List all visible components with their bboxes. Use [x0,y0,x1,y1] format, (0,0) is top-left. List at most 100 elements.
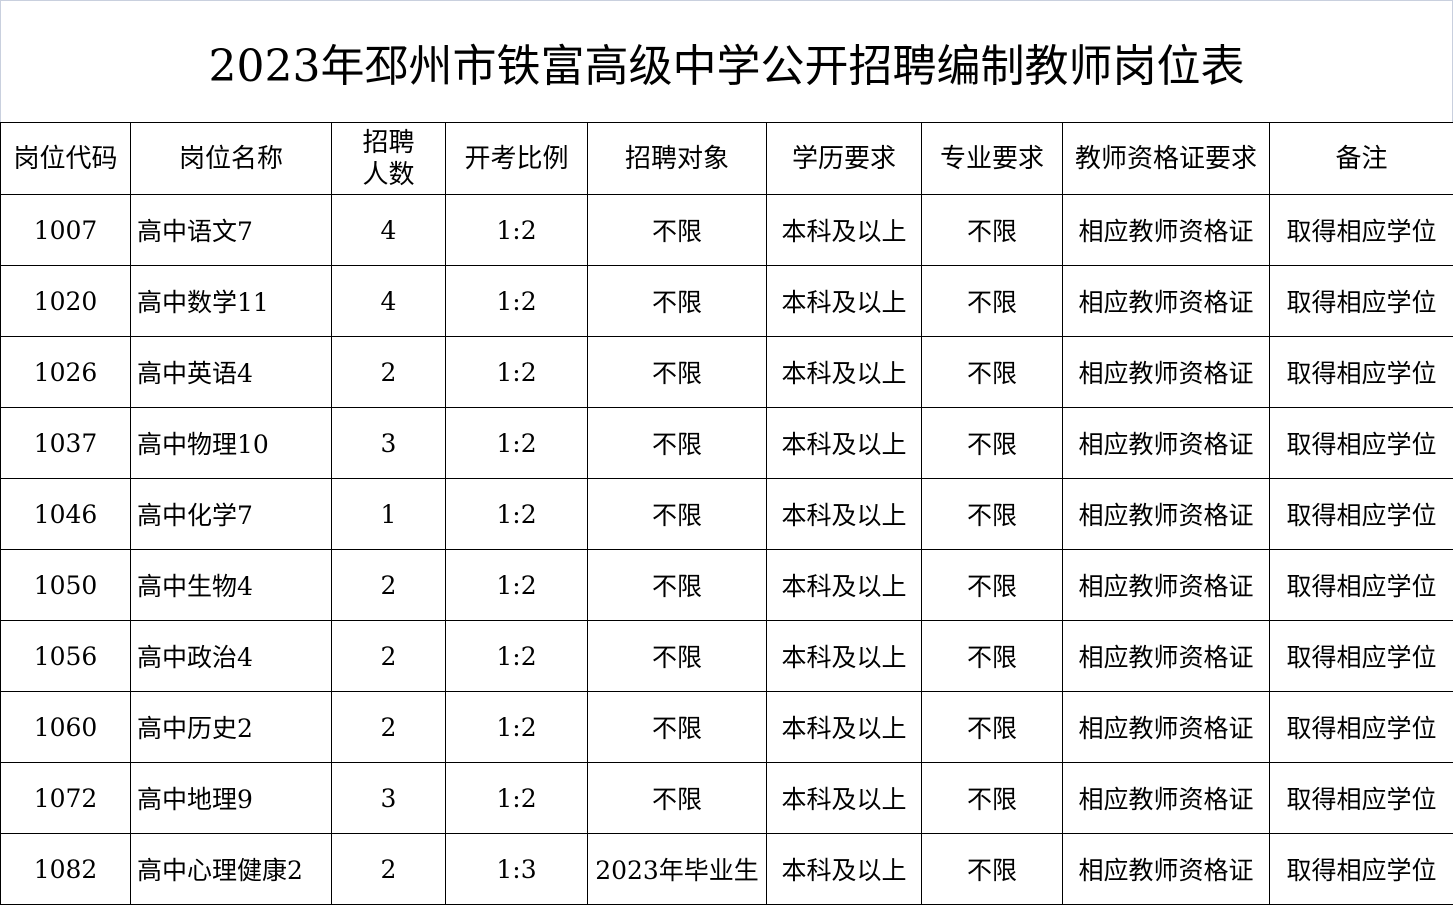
table-cell: 高中物理10 [130,407,332,479]
table-cell: 高中语文7 [130,194,332,266]
table-cell: 1:2 [445,549,588,621]
table-cell: 取得相应学位 [1269,549,1453,621]
table-row: 1056 高中政治4 2 1:2 不限 本科及以上 不限 相应教师资格证 取得相应学位 [0,620,1453,692]
table-cell: 本科及以上 [766,762,922,834]
table-row: 1046 高中化学7 1 1:2 不限 本科及以上 不限 相应教师资格证 取得相应学位 [0,478,1453,550]
table-cell: 高中政治4 [130,620,332,692]
table-cell: 1:2 [445,194,588,266]
table-cell: 相应教师资格证 [1062,833,1270,905]
positions-table: 岗位代码 岗位名称 招聘人数 开考比例 招聘对象 学历要求 专业要求 教师资格证要求 备注 10… [0,122,1453,905]
table-cell: 取得相应学位 [1269,833,1453,905]
table-cell: 1082 [0,833,131,905]
table-cell: 不限 [921,620,1063,692]
table-cell: 1:2 [445,620,588,692]
table-cell: 1:2 [445,691,588,763]
table-cell: 1:2 [445,762,588,834]
table-cell: 1056 [0,620,131,692]
table-cell: 不限 [921,478,1063,550]
table-row: 1072 高中地理9 3 1:2 不限 本科及以上 不限 相应教师资格证 取得相应学位 [0,762,1453,834]
table-cell: 不限 [587,620,767,692]
table-cell: 1:3 [445,833,588,905]
table-cell: 2023年毕业生 [587,833,767,905]
table-cell: 本科及以上 [766,691,922,763]
table-cell: 不限 [921,407,1063,479]
table-cell: 高中地理9 [130,762,332,834]
table-cell: 本科及以上 [766,549,922,621]
table-cell: 2 [331,549,446,621]
table-row: 1037 高中物理10 3 1:2 不限 本科及以上 不限 相应教师资格证 取得相应学位 [0,407,1453,479]
table-cell: 不限 [587,691,767,763]
table-cell: 相应教师资格证 [1062,478,1270,550]
table-cell: 高中化学7 [130,478,332,550]
column-header: 招聘对象 [587,122,767,195]
table-cell: 取得相应学位 [1269,265,1453,337]
column-header: 备注 [1269,122,1453,195]
table-cell: 高中心理健康2 [130,833,332,905]
table-cell: 不限 [921,265,1063,337]
table-cell: 1 [331,478,446,550]
table-cell: 1020 [0,265,131,337]
table-cell: 4 [331,265,446,337]
table-cell: 本科及以上 [766,620,922,692]
table-cell: 不限 [587,265,767,337]
table-cell: 相应教师资格证 [1062,336,1270,408]
table-cell: 1060 [0,691,131,763]
table-row: 1082 高中心理健康2 2 1:3 2023年毕业生 本科及以上 不限 相应教师资格证 取得相… [0,833,1453,905]
column-header: 学历要求 [766,122,922,195]
table-cell: 相应教师资格证 [1062,691,1270,763]
column-header: 岗位代码 [0,122,131,195]
table-cell: 4 [331,194,446,266]
column-header: 开考比例 [445,122,588,195]
table-cell: 1007 [0,194,131,266]
table-cell: 取得相应学位 [1269,194,1453,266]
table-cell: 高中历史2 [130,691,332,763]
table-cell: 不限 [587,336,767,408]
page-title: 2023年邳州市铁富高级中学公开招聘编制教师岗位表 [0,0,1453,123]
table-cell: 高中英语4 [130,336,332,408]
table-cell: 1:2 [445,265,588,337]
table-cell: 1037 [0,407,131,479]
table-cell: 高中生物4 [130,549,332,621]
table-cell: 3 [331,762,446,834]
column-header: 岗位名称 [130,122,332,195]
table-cell: 1072 [0,762,131,834]
table-cell: 1050 [0,549,131,621]
table-cell: 1026 [0,336,131,408]
table-row: 1026 高中英语4 2 1:2 不限 本科及以上 不限 相应教师资格证 取得相应学位 [0,336,1453,408]
table-row: 1020 高中数学11 4 1:2 不限 本科及以上 不限 相应教师资格证 取得相应学位 [0,265,1453,337]
table-cell: 1:2 [445,478,588,550]
table-cell: 取得相应学位 [1269,336,1453,408]
table-cell: 相应教师资格证 [1062,762,1270,834]
table-cell: 不限 [921,549,1063,621]
table-cell: 本科及以上 [766,478,922,550]
table-cell: 相应教师资格证 [1062,265,1270,337]
table-cell: 相应教师资格证 [1062,407,1270,479]
column-header: 专业要求 [921,122,1063,195]
table-cell: 取得相应学位 [1269,478,1453,550]
table-cell: 相应教师资格证 [1062,194,1270,266]
table-cell: 本科及以上 [766,407,922,479]
table-cell: 取得相应学位 [1269,691,1453,763]
table-cell: 2 [331,336,446,408]
table-cell: 2 [331,833,446,905]
table-cell: 不限 [921,833,1063,905]
table-cell: 1:2 [445,336,588,408]
table-cell: 3 [331,407,446,479]
table-row: 1050 高中生物4 2 1:2 不限 本科及以上 不限 相应教师资格证 取得相应学位 [0,549,1453,621]
table-cell: 取得相应学位 [1269,620,1453,692]
table-cell: 1046 [0,478,131,550]
table-cell: 相应教师资格证 [1062,549,1270,621]
table-cell: 不限 [921,336,1063,408]
table-cell: 不限 [921,194,1063,266]
table-cell: 相应教师资格证 [1062,620,1270,692]
table-cell: 本科及以上 [766,194,922,266]
table-cell: 2 [331,691,446,763]
table-cell: 本科及以上 [766,265,922,337]
table-cell: 不限 [921,762,1063,834]
column-header: 教师资格证要求 [1062,122,1270,195]
table-header-row: 岗位代码 岗位名称 招聘人数 开考比例 招聘对象 学历要求 专业要求 教师资格证要求 备注 [0,122,1453,195]
table-cell: 不限 [587,194,767,266]
table-row: 1060 高中历史2 2 1:2 不限 本科及以上 不限 相应教师资格证 取得相应学位 [0,691,1453,763]
table-cell: 高中数学11 [130,265,332,337]
table-cell: 不限 [587,549,767,621]
